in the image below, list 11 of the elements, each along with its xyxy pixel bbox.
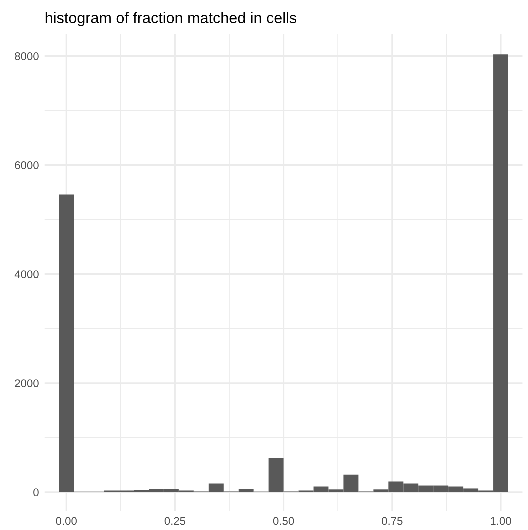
x-tick-label: 0.00 [56,517,77,526]
y-tick-label: 4000 [14,270,39,278]
y-tick-label: 2000 [15,380,39,388]
x-tick-label: 0.75 [382,517,403,526]
chart-title: histogram of fraction matched in cells [46,12,297,27]
y-tick-label: 8000 [15,52,39,60]
y-tick-label: 0 [34,488,39,497]
x-tick-label: 0.25 [164,517,186,526]
x-tick-label: 1.00 [491,517,512,526]
x-tick-label: 0.50 [273,517,294,526]
y-tick-label: 6000 [15,162,39,170]
